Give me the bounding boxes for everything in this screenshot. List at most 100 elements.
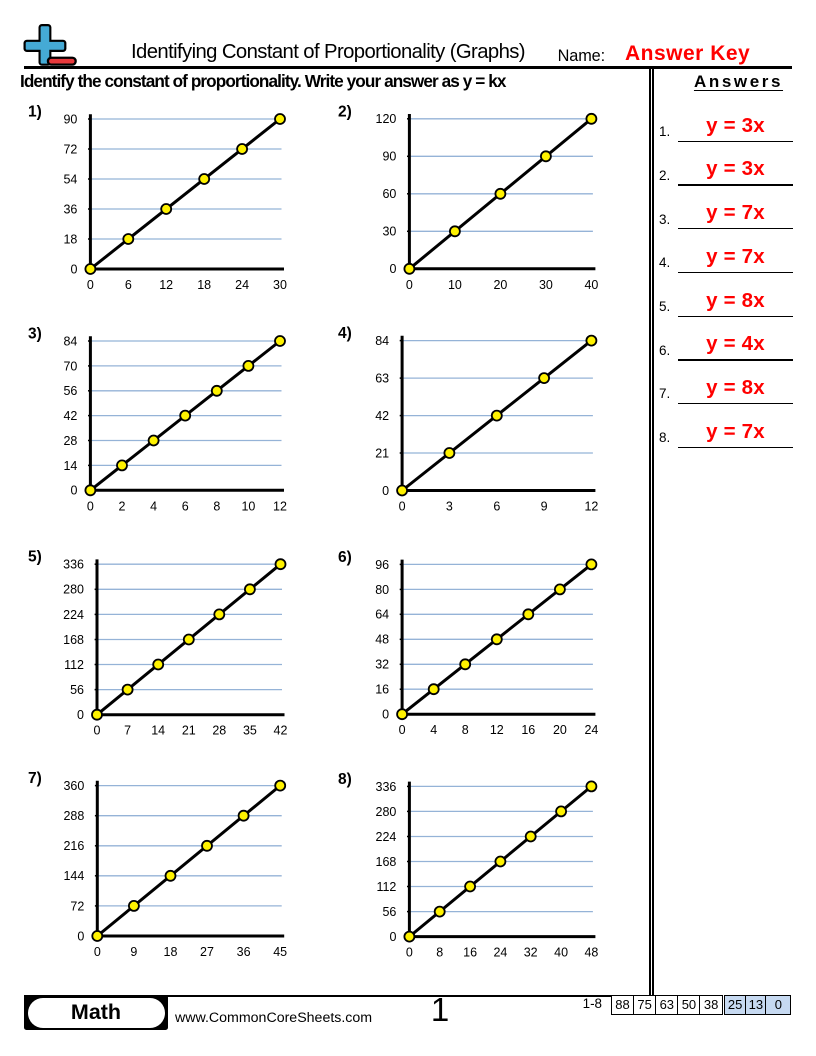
svg-text:224: 224 <box>376 830 397 844</box>
svg-text:16: 16 <box>521 723 535 737</box>
svg-text:24: 24 <box>493 946 507 960</box>
svg-text:24: 24 <box>235 278 249 292</box>
svg-text:120: 120 <box>376 112 397 126</box>
svg-text:0: 0 <box>87 278 94 292</box>
svg-text:18: 18 <box>197 278 211 292</box>
svg-text:12: 12 <box>159 278 173 292</box>
svg-text:28: 28 <box>63 434 77 448</box>
svg-text:3: 3 <box>446 500 453 514</box>
svg-text:4: 4 <box>430 723 437 737</box>
svg-text:20: 20 <box>493 278 507 292</box>
svg-text:336: 336 <box>376 780 397 794</box>
svg-text:16: 16 <box>375 683 389 697</box>
svg-text:56: 56 <box>382 905 396 919</box>
svg-text:64: 64 <box>375 608 389 622</box>
svg-text:30: 30 <box>539 278 553 292</box>
svg-text:30: 30 <box>382 225 396 239</box>
svg-text:14: 14 <box>63 459 77 473</box>
svg-text:30: 30 <box>273 278 287 292</box>
svg-text:4): 4) <box>338 325 352 342</box>
svg-text:10: 10 <box>241 499 255 513</box>
svg-text:0: 0 <box>389 262 396 276</box>
svg-text:0: 0 <box>382 708 389 722</box>
svg-text:8): 8) <box>338 771 352 788</box>
svg-text:72: 72 <box>70 899 84 913</box>
svg-text:21: 21 <box>375 446 389 460</box>
svg-text:9: 9 <box>130 945 137 959</box>
svg-text:6: 6 <box>125 278 132 292</box>
svg-text:7: 7 <box>124 724 131 738</box>
svg-text:54: 54 <box>63 172 77 186</box>
svg-text:28: 28 <box>212 724 226 738</box>
svg-text:40: 40 <box>584 278 598 292</box>
svg-text:12: 12 <box>584 500 598 514</box>
svg-text:14: 14 <box>151 724 165 738</box>
svg-text:2): 2) <box>338 103 352 120</box>
svg-text:9: 9 <box>541 500 548 514</box>
svg-text:18: 18 <box>164 945 178 959</box>
svg-text:90: 90 <box>382 150 396 164</box>
svg-text:336: 336 <box>63 558 84 572</box>
svg-text:0: 0 <box>399 723 406 737</box>
svg-text:0: 0 <box>406 946 413 960</box>
svg-text:56: 56 <box>70 683 84 697</box>
svg-text:0: 0 <box>77 708 84 722</box>
svg-text:0: 0 <box>389 930 396 944</box>
svg-text:8: 8 <box>462 723 469 737</box>
svg-text:7): 7) <box>28 770 42 787</box>
svg-text:80: 80 <box>375 583 389 597</box>
svg-text:6): 6) <box>338 549 352 566</box>
svg-text:16: 16 <box>463 946 477 960</box>
svg-text:224: 224 <box>63 608 84 622</box>
svg-text:10: 10 <box>448 278 462 292</box>
svg-text:360: 360 <box>63 779 84 793</box>
svg-text:0: 0 <box>94 945 101 959</box>
svg-text:0: 0 <box>77 929 84 943</box>
svg-text:60: 60 <box>382 187 396 201</box>
svg-text:21: 21 <box>182 724 196 738</box>
svg-text:168: 168 <box>376 855 397 869</box>
svg-text:18: 18 <box>63 232 77 246</box>
svg-text:32: 32 <box>375 658 389 672</box>
svg-text:12: 12 <box>273 499 287 513</box>
svg-text:20: 20 <box>553 723 567 737</box>
svg-text:32: 32 <box>524 946 538 960</box>
svg-text:112: 112 <box>376 880 396 894</box>
svg-text:216: 216 <box>63 839 84 853</box>
svg-text:112: 112 <box>64 658 84 672</box>
svg-text:0: 0 <box>406 278 413 292</box>
svg-text:42: 42 <box>274 724 288 738</box>
svg-text:3): 3) <box>28 326 42 343</box>
svg-text:8: 8 <box>213 499 220 513</box>
svg-text:63: 63 <box>375 372 389 386</box>
svg-text:280: 280 <box>376 805 397 819</box>
svg-text:6: 6 <box>182 499 189 513</box>
svg-text:84: 84 <box>63 334 77 348</box>
svg-text:42: 42 <box>375 409 389 423</box>
svg-text:8: 8 <box>436 946 443 960</box>
svg-text:0: 0 <box>399 500 406 514</box>
svg-text:0: 0 <box>94 724 101 738</box>
svg-text:96: 96 <box>375 558 389 572</box>
svg-text:27: 27 <box>200 945 214 959</box>
svg-text:48: 48 <box>584 946 598 960</box>
svg-text:90: 90 <box>63 112 77 126</box>
svg-text:40: 40 <box>554 946 568 960</box>
svg-text:168: 168 <box>63 633 84 647</box>
svg-text:0: 0 <box>382 484 389 498</box>
svg-text:5): 5) <box>28 549 42 566</box>
svg-text:72: 72 <box>63 142 77 156</box>
svg-text:42: 42 <box>63 409 77 423</box>
svg-text:84: 84 <box>375 334 389 348</box>
svg-text:24: 24 <box>584 723 598 737</box>
svg-text:0: 0 <box>87 499 94 513</box>
svg-text:12: 12 <box>490 723 504 737</box>
svg-text:0: 0 <box>70 484 77 498</box>
svg-text:2: 2 <box>119 499 126 513</box>
svg-text:144: 144 <box>63 869 84 883</box>
svg-text:280: 280 <box>63 583 84 597</box>
svg-text:288: 288 <box>63 809 84 823</box>
svg-text:4: 4 <box>150 499 157 513</box>
svg-text:56: 56 <box>63 384 77 398</box>
svg-text:36: 36 <box>63 202 77 216</box>
